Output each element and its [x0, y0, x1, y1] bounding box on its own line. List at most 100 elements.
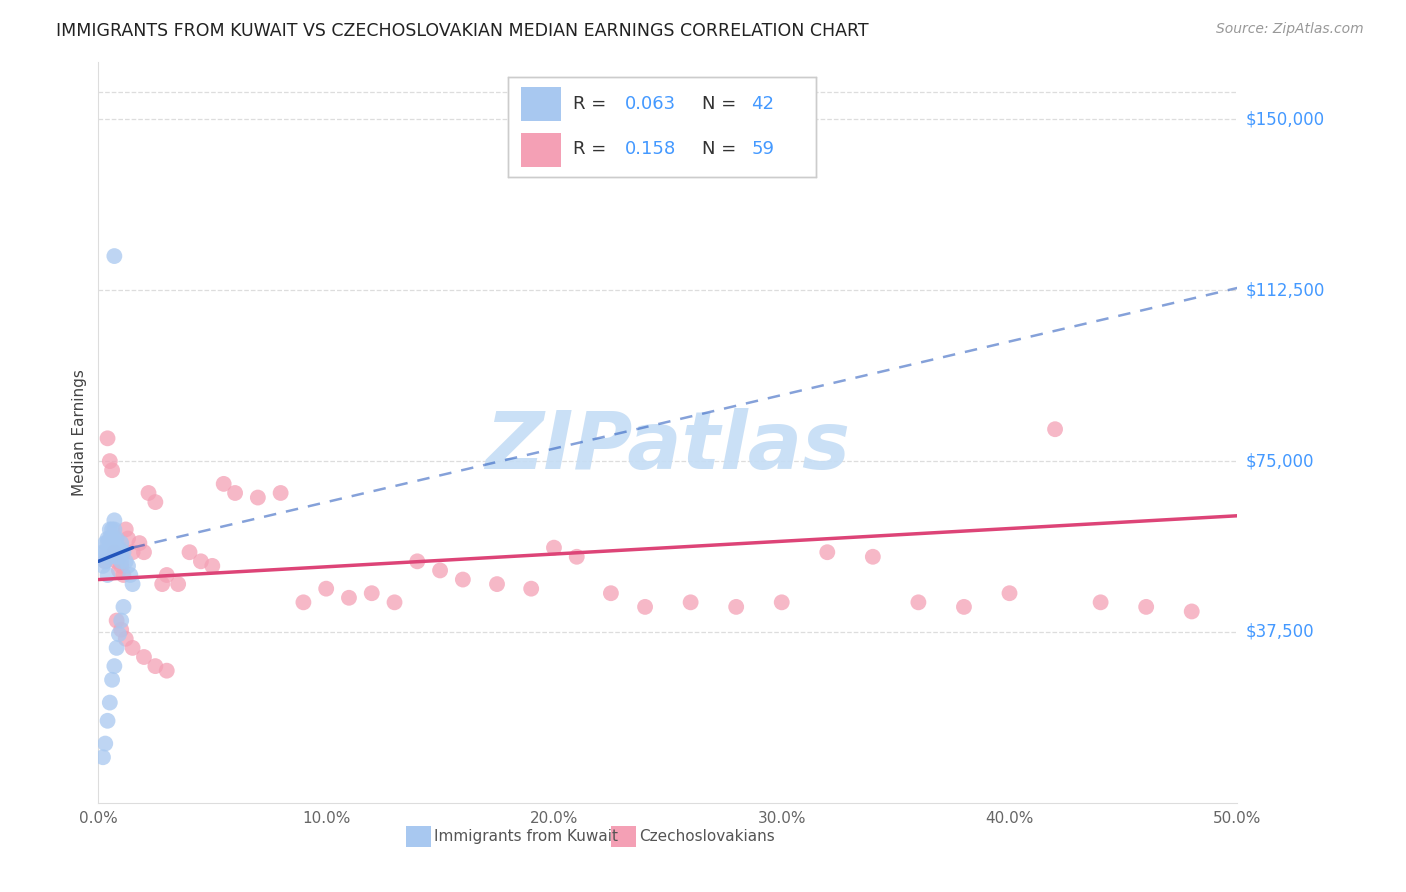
Point [112, 599, 135, 614]
Point [108, 549, 131, 564]
Point [907, 595, 929, 609]
Point [105, 549, 128, 564]
Point [145, 495, 167, 509]
Point [96, 568, 118, 582]
Point [91, 558, 114, 573]
Point [103, 545, 125, 559]
Point [91, 750, 114, 764]
Point [117, 558, 139, 573]
Point [110, 614, 132, 628]
Point [96, 431, 118, 445]
FancyBboxPatch shape [610, 827, 636, 847]
Point [110, 554, 132, 568]
Point [543, 541, 565, 555]
Point [167, 577, 190, 591]
Point [190, 554, 212, 568]
Point [101, 463, 124, 477]
Point [384, 595, 406, 609]
Point [128, 536, 150, 550]
Point [96, 536, 118, 550]
Point [634, 599, 657, 614]
Point [103, 532, 125, 546]
Point [96, 714, 118, 728]
Point [150, 577, 173, 591]
Point [105, 614, 128, 628]
Point [998, 586, 1021, 600]
Point [246, 491, 269, 505]
Text: Immigrants from Kuwait: Immigrants from Kuwait [434, 830, 619, 845]
Point [360, 586, 382, 600]
Point [108, 564, 131, 578]
Point [337, 591, 360, 605]
Point [98, 454, 121, 468]
Point [725, 599, 748, 614]
Text: ZIPatlas: ZIPatlas [485, 409, 851, 486]
Point [156, 568, 179, 582]
Point [98, 523, 121, 537]
Point [953, 599, 976, 614]
Point [179, 545, 201, 559]
Point [110, 623, 132, 637]
Point [1135, 599, 1157, 614]
Point [270, 486, 292, 500]
Point [121, 640, 143, 655]
Point [224, 486, 246, 500]
Point [110, 536, 132, 550]
Text: $75,000: $75,000 [1246, 452, 1315, 470]
Point [103, 523, 125, 537]
Point [1090, 595, 1112, 609]
Point [156, 664, 179, 678]
Point [101, 532, 124, 546]
Point [145, 659, 167, 673]
Point [105, 541, 128, 555]
Point [101, 523, 124, 537]
Point [120, 568, 142, 582]
Point [94, 554, 117, 568]
Point [486, 577, 509, 591]
Point [112, 568, 135, 582]
Point [94, 545, 117, 559]
Point [94, 536, 117, 550]
Point [105, 532, 128, 546]
Point [103, 249, 125, 263]
Point [103, 659, 125, 673]
Point [565, 549, 588, 564]
Point [105, 554, 128, 568]
Point [110, 545, 132, 559]
Point [114, 523, 136, 537]
Point [406, 554, 429, 568]
Point [98, 549, 121, 564]
Text: Czechoslovakians: Czechoslovakians [640, 830, 775, 845]
Point [94, 554, 117, 568]
Point [101, 673, 124, 687]
Text: $37,500: $37,500 [1246, 623, 1315, 641]
Text: $150,000: $150,000 [1246, 111, 1324, 128]
Point [108, 541, 131, 555]
Point [91, 545, 114, 559]
Point [98, 532, 121, 546]
Point [1043, 422, 1066, 436]
Point [429, 564, 451, 578]
Point [112, 545, 135, 559]
Point [108, 627, 131, 641]
Point [101, 541, 124, 555]
Point [105, 640, 128, 655]
FancyBboxPatch shape [406, 827, 432, 847]
Point [201, 558, 224, 573]
Point [770, 595, 793, 609]
Point [212, 476, 235, 491]
Point [138, 486, 160, 500]
Point [114, 632, 136, 646]
Point [132, 650, 155, 665]
Text: Source: ZipAtlas.com: Source: ZipAtlas.com [1216, 22, 1364, 37]
Point [679, 595, 702, 609]
Point [520, 582, 543, 596]
Text: IMMIGRANTS FROM KUWAIT VS CZECHOSLOVAKIAN MEDIAN EARNINGS CORRELATION CHART: IMMIGRANTS FROM KUWAIT VS CZECHOSLOVAKIA… [56, 22, 869, 40]
Point [862, 549, 884, 564]
Point [94, 737, 117, 751]
Point [103, 513, 125, 527]
Point [815, 545, 838, 559]
Point [98, 541, 121, 555]
Point [114, 554, 136, 568]
Point [292, 595, 315, 609]
